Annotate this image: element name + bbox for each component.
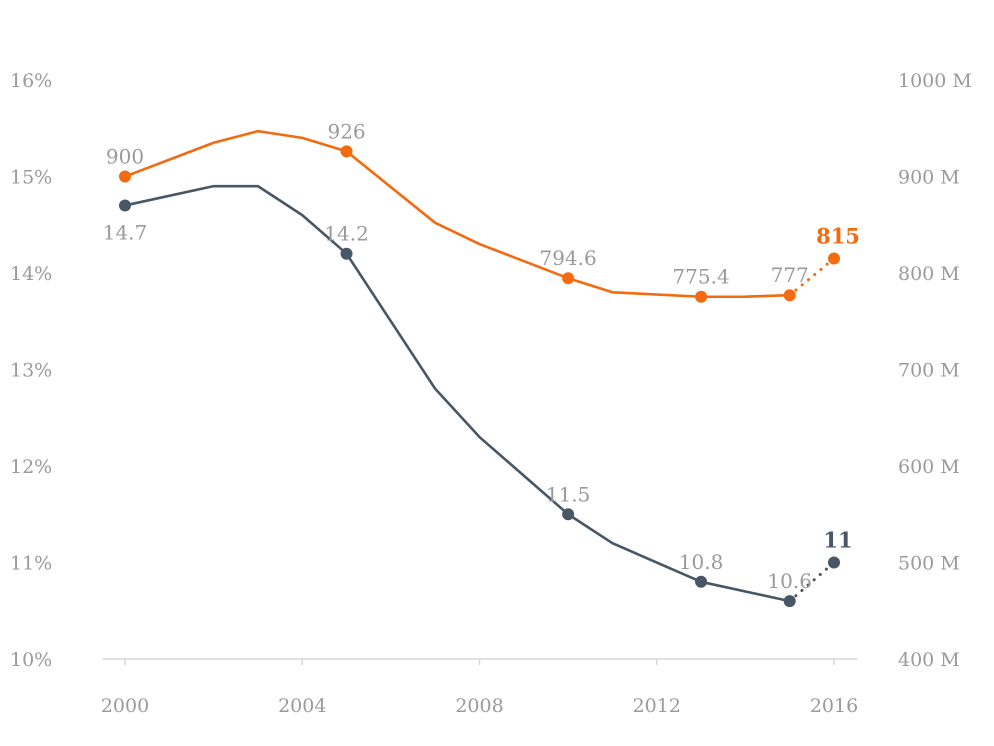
projection-label: 815 (816, 224, 860, 249)
projection-point (828, 252, 840, 265)
right-axis-tick-label: 500 M (898, 553, 960, 575)
left-axis-tick-label: 13% (10, 360, 52, 382)
data-point (340, 145, 353, 158)
data-label: 10.8 (679, 550, 724, 574)
series-layer: 14.7 14.2 11.5 10.8 10.6 11 900 926 794.6 775.4 77… (103, 119, 860, 608)
data-label: 775.4 (672, 265, 729, 289)
right-axis-tick-label: 600 M (898, 456, 960, 478)
data-label: 777 (771, 263, 809, 287)
left-axis-tick-label: 14% (10, 263, 52, 285)
x-axis: 2000 2004 2008 2012 2016 (101, 659, 858, 717)
left-axis-tick-label: 10% (10, 649, 52, 671)
left-axis-tick-label: 16% (10, 70, 52, 92)
projection-label: 11 (823, 528, 852, 553)
data-label: 900 (106, 145, 144, 169)
right-axis-tick-label: 800 M (898, 263, 960, 285)
data-point (695, 575, 708, 588)
x-axis-tick-label: 2016 (810, 695, 858, 717)
data-point (695, 290, 708, 303)
x-axis-tick-label: 2004 (278, 695, 326, 717)
x-axis-tick-label: 2012 (633, 695, 681, 717)
data-label: 794.6 (539, 246, 596, 270)
data-label: 11.5 (546, 482, 591, 506)
data-point (783, 289, 796, 302)
x-axis-tick-label: 2008 (455, 695, 503, 717)
data-point (562, 272, 575, 285)
data-point (119, 170, 131, 183)
left-axis-tick-label: 11% (10, 553, 52, 575)
data-label: 10.6 (767, 569, 812, 593)
series-line (124, 184, 790, 603)
data-label: 14.7 (103, 220, 148, 244)
series-millions: 900 926 794.6 775.4 777 815 (106, 119, 860, 303)
left-axis: 10% 11% 12% 13% 14% 15% 16% (10, 70, 52, 671)
right-axis-tick-label: 1000 M (898, 70, 972, 92)
series-percent: 14.7 14.2 11.5 10.8 10.6 11 (103, 184, 853, 608)
right-axis-tick-label: 900 M (898, 167, 960, 189)
right-axis: 400 M 500 M 600 M 700 M 800 M 900 M 1000 M (898, 70, 972, 671)
series-line (124, 129, 790, 299)
left-axis-tick-label: 12% (10, 456, 52, 478)
left-axis-tick-label: 15% (10, 167, 52, 189)
right-axis-tick-label: 400 M (898, 649, 960, 671)
data-point (340, 247, 353, 260)
right-axis-tick-label: 700 M (898, 360, 960, 382)
data-point (562, 508, 575, 521)
data-label: 926 (327, 119, 365, 143)
data-point (783, 595, 796, 608)
x-axis-tick-label: 2000 (101, 695, 149, 717)
projection-point (828, 556, 840, 569)
data-label: 14.2 (324, 222, 369, 246)
data-point (119, 199, 131, 212)
projection-line (788, 257, 836, 297)
projection-line (788, 561, 836, 603)
